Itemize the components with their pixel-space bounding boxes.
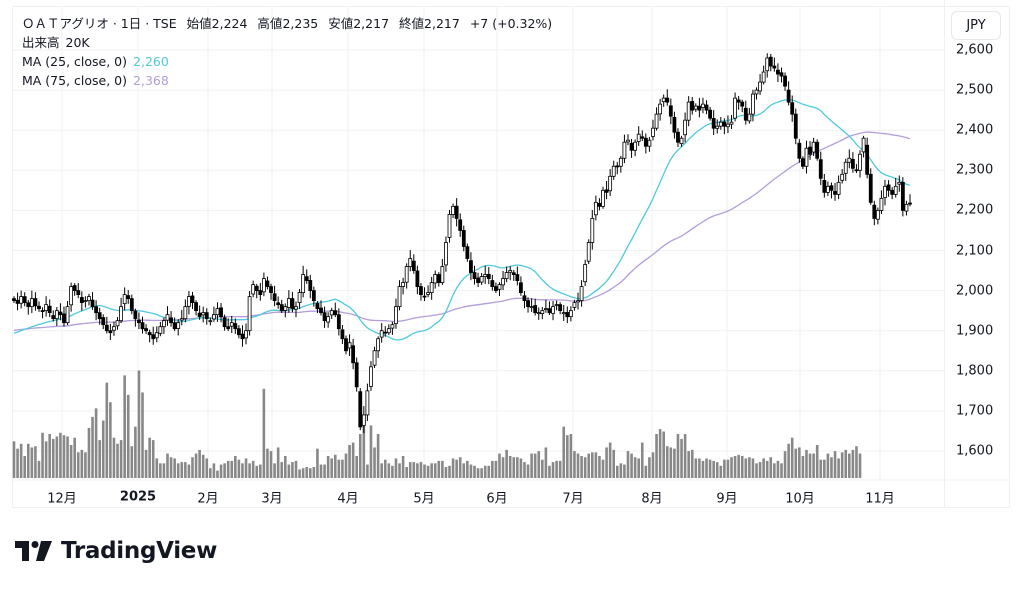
time-tick-label: 6月 — [486, 491, 508, 507]
time-tick-label: 7月 — [562, 491, 584, 507]
time-tick-label: 5月 — [413, 491, 435, 507]
ohlc-row: ＯＡＴアグリオ · 1日 · TSE 始値2,224 高値2,235 安値2,2… — [22, 14, 552, 33]
open-label: 始値 — [186, 16, 212, 31]
tradingview-logo[interactable]: TradingView — [15, 538, 217, 564]
volume-row: 出来高 20K — [22, 33, 552, 52]
time-tick-label: 11月 — [865, 491, 895, 507]
price-axis[interactable] — [944, 0, 1011, 508]
ma25-value: 2,260 — [133, 54, 169, 69]
volume-label: 出来高 — [22, 35, 60, 50]
chart-frame — [12, 6, 1010, 508]
tradingview-logo-text: TradingView — [61, 538, 218, 564]
time-tick-label: 8月 — [641, 491, 663, 507]
change-value: +7 (+0.32%) — [469, 16, 553, 31]
price-tick-label: 2,400 — [956, 122, 994, 138]
low-label: 安値 — [328, 16, 354, 31]
low-value: 2,217 — [353, 16, 390, 31]
price-tick-label: 2,100 — [956, 243, 994, 258]
time-tick-label: 2025 — [119, 489, 157, 505]
price-tick-label: 1,900 — [956, 323, 994, 339]
ma75-label: MA (75, close, 0) — [22, 73, 128, 88]
time-tick-label: 4月 — [337, 491, 359, 507]
volume-value: 20K — [65, 35, 90, 50]
ma75-row[interactable]: MA (75, close, 0) 2,368 — [22, 71, 552, 90]
tradingview-logo-icon — [15, 541, 52, 561]
price-tick-label: 1,600 — [956, 443, 994, 459]
time-tick-label: 9月 — [716, 491, 738, 507]
high-value: 2,235 — [282, 16, 319, 31]
ma75-value: 2,368 — [133, 73, 169, 88]
price-tick-label: 2,600 — [956, 42, 994, 58]
chart-legend: ＯＡＴアグリオ · 1日 · TSE 始値2,224 高値2,235 安値2,2… — [22, 14, 552, 90]
close-value: 2,217 — [424, 16, 460, 31]
price-tick-label: 2,000 — [956, 283, 994, 299]
price-tick-label: 1,800 — [956, 363, 994, 379]
price-tick-label: 2,300 — [956, 162, 994, 178]
close-label: 終値 — [399, 16, 425, 31]
time-tick-label: 3月 — [261, 491, 283, 507]
high-label: 高値 — [257, 16, 283, 31]
time-tick-label: 12月 — [47, 491, 77, 507]
time-tick-label: 10月 — [785, 491, 815, 507]
symbol-title[interactable]: ＯＡＴアグリオ · 1日 · TSE — [22, 16, 177, 31]
ma25-row[interactable]: MA (25, close, 0) 2,260 — [22, 52, 552, 71]
time-tick-label: 2月 — [197, 491, 219, 507]
price-tick-label: 2,200 — [956, 202, 994, 218]
price-tick-label: 2,500 — [956, 82, 994, 98]
price-tick-label: 1,700 — [956, 403, 994, 419]
currency-button[interactable]: JPY — [951, 11, 1001, 40]
ma25-label: MA (25, close, 0) — [22, 54, 128, 69]
open-value: 2,224 — [211, 16, 248, 31]
